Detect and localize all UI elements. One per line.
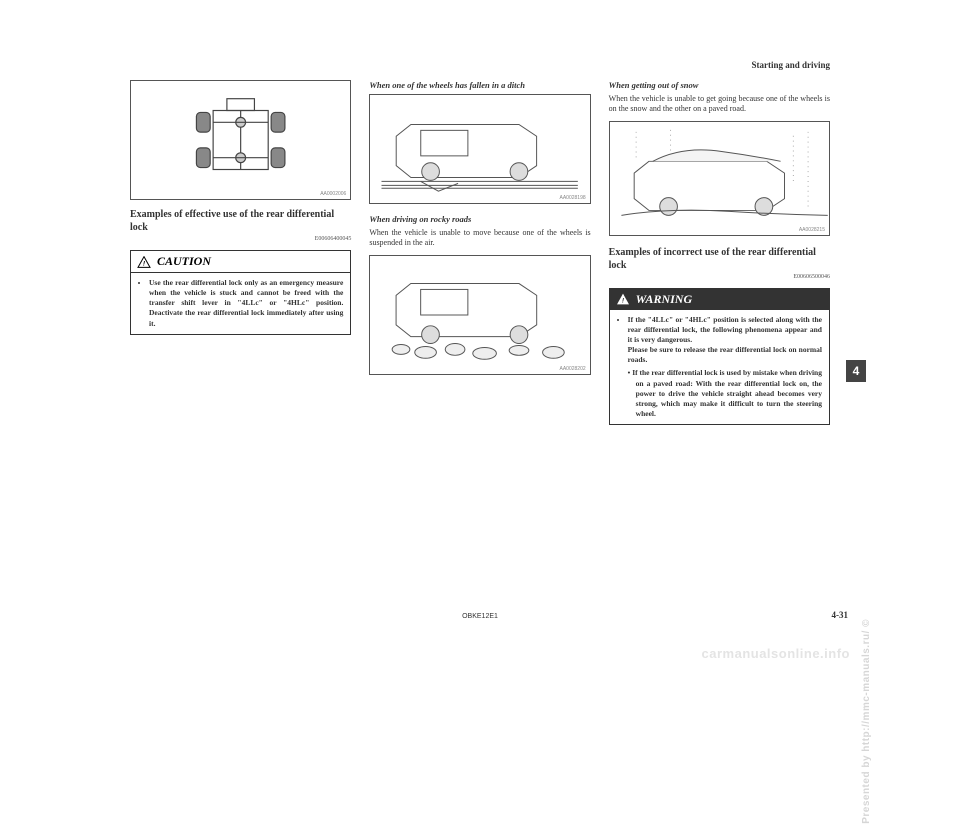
caution-icon: ! [137, 256, 151, 268]
column-3: When getting out of snow When the vehicl… [609, 80, 830, 425]
section-header: Starting and driving [751, 60, 830, 70]
footer-code: OBKE12E1 [462, 613, 498, 620]
caution-box: ! CAUTION Use the rear differential lock… [130, 250, 351, 335]
body-rocky: When the vehicle is unable to move becau… [369, 228, 590, 249]
watermark-bottom: carmanualsonline.info [702, 646, 850, 661]
watermark-side: Presented by http://mmc-manuals.ru/ © [861, 619, 872, 824]
body-snow: When the vehicle is unable to get going … [609, 94, 830, 115]
snow-svg [610, 122, 829, 235]
warning-header: ! WARNING [610, 289, 829, 310]
figure-drivetrain: AA0002006 [130, 80, 351, 200]
figure-snow: AA0028215 [609, 121, 830, 236]
column-1: AA0002006 Examples of effective use of t… [130, 80, 351, 425]
section-title-incorrect: Examples of incorrect use of the rear di… [609, 246, 830, 272]
caption-ditch: When one of the wheels has fallen in a d… [369, 80, 590, 90]
warning-heading: WARNING [636, 292, 692, 307]
caption-snow: When getting out of snow [609, 80, 830, 90]
svg-text:!: ! [143, 260, 146, 267]
figure-label: AA0028202 [560, 366, 586, 372]
figure-label: AA0028215 [799, 227, 825, 233]
chapter-tab: 4 [846, 360, 866, 382]
caption-rocky: When driving on rocky roads [369, 214, 590, 224]
caution-bullet: Use the rear differential lock only as a… [149, 278, 343, 329]
warning-body: If the "4LLc" or "4HLc" position is sele… [610, 310, 829, 424]
warning-main-text: If the "4LLc" or "4HLc" position is sele… [628, 315, 822, 365]
manual-page: Starting and driving [130, 60, 830, 620]
figure-label: AA0028198 [560, 195, 586, 201]
warning-sub-bullet: If the rear differential lock is used by… [628, 368, 822, 419]
warning-box: ! WARNING If the "4LLc" or "4HLc" positi… [609, 288, 830, 425]
ditch-svg [370, 95, 589, 203]
figure-ditch: AA0028198 [369, 94, 590, 204]
caution-header: ! CAUTION [131, 251, 350, 273]
ref-code: E00606400045 [130, 236, 351, 242]
section-title-effective: Examples of effective use of the rear di… [130, 208, 351, 234]
content-columns: AA0002006 Examples of effective use of t… [130, 80, 830, 425]
figure-label: AA0002006 [320, 191, 346, 197]
warning-icon: ! [616, 293, 630, 305]
column-2: When one of the wheels has fallen in a d… [369, 80, 590, 425]
warning-bullet: If the "4LLc" or "4HLc" position is sele… [628, 315, 822, 419]
ref-code: E00606500046 [609, 274, 830, 280]
caution-heading: CAUTION [157, 254, 211, 269]
page-number: 4-31 [832, 610, 849, 620]
drivetrain-svg [131, 81, 350, 199]
figure-rocky: AA0028202 [369, 255, 590, 375]
caution-body: Use the rear differential lock only as a… [131, 273, 350, 334]
rocky-svg [370, 256, 589, 374]
